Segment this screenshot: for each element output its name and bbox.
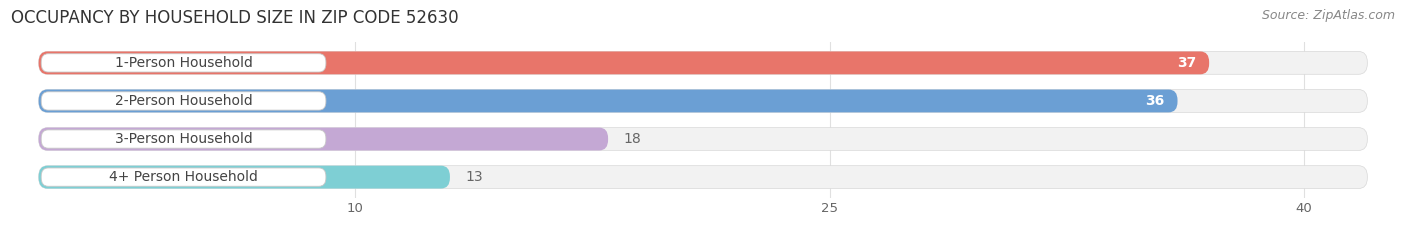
Text: 37: 37 <box>1177 56 1197 70</box>
FancyBboxPatch shape <box>39 166 1367 188</box>
Text: 36: 36 <box>1146 94 1166 108</box>
FancyBboxPatch shape <box>39 89 1367 112</box>
Text: 1-Person Household: 1-Person Household <box>115 56 253 70</box>
Text: 13: 13 <box>465 170 484 184</box>
Text: 2-Person Household: 2-Person Household <box>115 94 253 108</box>
FancyBboxPatch shape <box>39 128 1367 151</box>
FancyBboxPatch shape <box>39 166 450 188</box>
Text: OCCUPANCY BY HOUSEHOLD SIZE IN ZIP CODE 52630: OCCUPANCY BY HOUSEHOLD SIZE IN ZIP CODE … <box>11 9 458 27</box>
Text: 3-Person Household: 3-Person Household <box>115 132 253 146</box>
FancyBboxPatch shape <box>41 130 326 148</box>
FancyBboxPatch shape <box>41 92 326 110</box>
FancyBboxPatch shape <box>41 54 326 72</box>
FancyBboxPatch shape <box>39 51 1209 74</box>
FancyBboxPatch shape <box>39 128 609 151</box>
Text: 4+ Person Household: 4+ Person Household <box>110 170 257 184</box>
Text: Source: ZipAtlas.com: Source: ZipAtlas.com <box>1261 9 1395 22</box>
Text: 18: 18 <box>624 132 641 146</box>
FancyBboxPatch shape <box>41 168 326 186</box>
FancyBboxPatch shape <box>39 89 1178 112</box>
FancyBboxPatch shape <box>39 51 1367 74</box>
